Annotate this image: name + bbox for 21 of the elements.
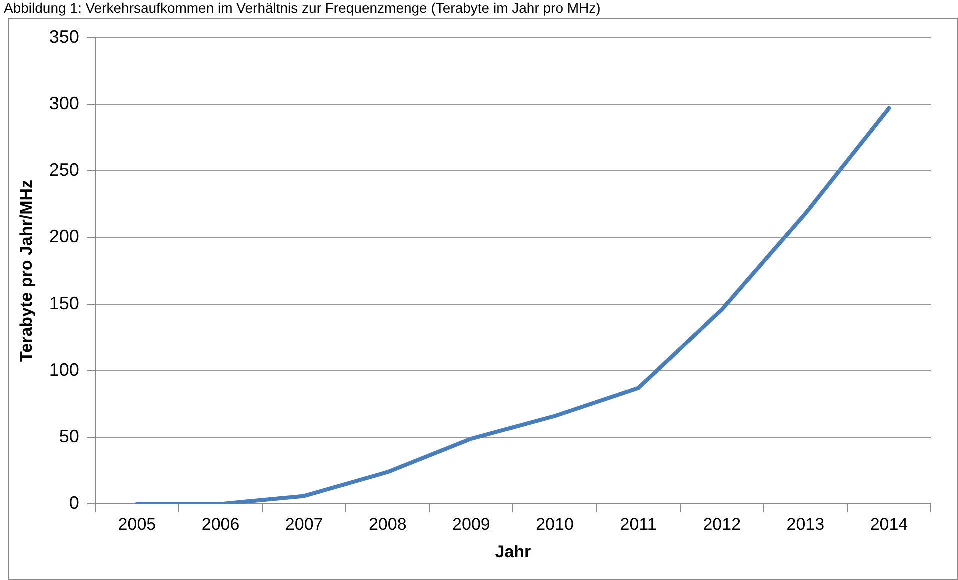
- chart-title: Abbildung 1: Verkehrsaufkommen im Verhältnis zur Frequenzmenge (Terabyte im Jahr pro MHz): [4, 0, 601, 16]
- y-tick-label: 350: [49, 26, 80, 47]
- y-tick-label: 100: [49, 360, 80, 380]
- x-tick-label: 2014: [870, 515, 908, 534]
- x-axis-title: Jahr: [495, 542, 532, 562]
- x-tick-label: 2005: [118, 515, 156, 534]
- y-tick-label: 200: [49, 226, 80, 247]
- y-axis-title: Terabyte pro Jahr/MHz: [16, 180, 36, 362]
- y-tick-label: 50: [59, 426, 80, 447]
- x-tick-label: 2011: [620, 515, 657, 534]
- y-tick-label: 0: [69, 493, 80, 514]
- x-tick-label: 2007: [285, 515, 324, 534]
- x-tick-label: 2012: [703, 515, 742, 534]
- y-tick-label: 250: [49, 160, 80, 180]
- x-tick-label: 2006: [202, 515, 240, 534]
- y-tick-label: 300: [49, 93, 80, 114]
- x-tick-label: 2009: [452, 515, 490, 534]
- y-tick-label: 150: [49, 293, 80, 314]
- x-tick-label: 2013: [786, 515, 825, 534]
- x-tick-label: 2010: [536, 515, 574, 534]
- x-tick-label: 2008: [368, 515, 407, 534]
